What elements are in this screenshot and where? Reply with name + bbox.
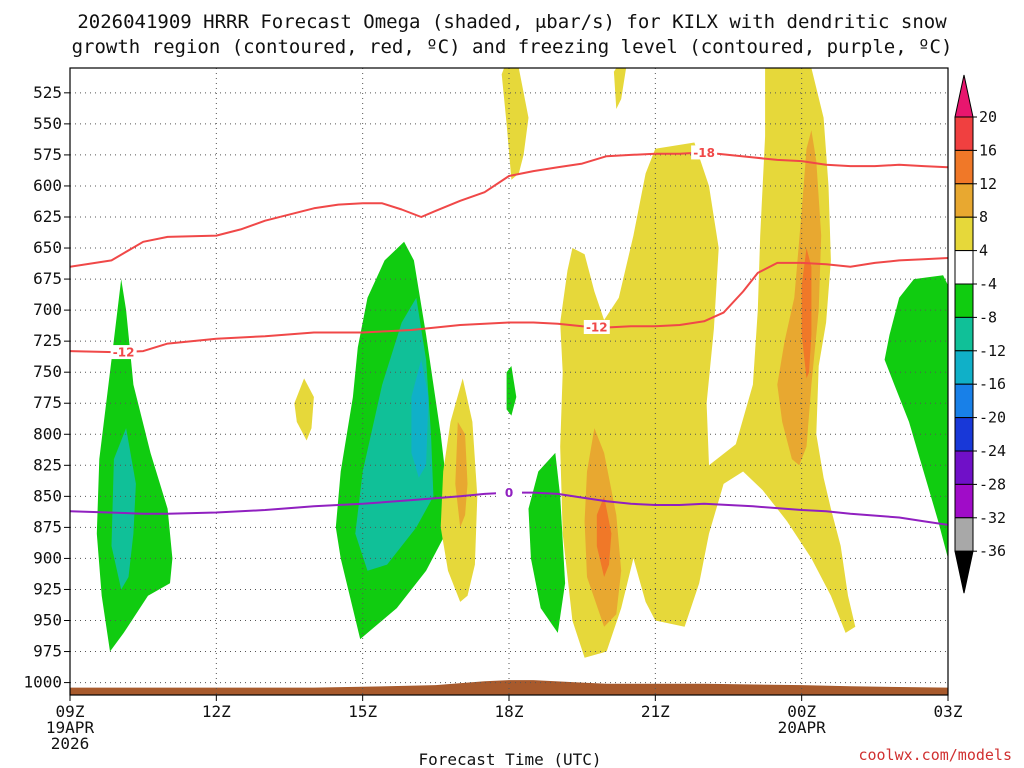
x-tick-label: 21Z <box>641 702 670 721</box>
y-tick-label: 875 <box>33 517 62 536</box>
freezing-level-label-bg <box>496 485 522 500</box>
x-tick-label: 20APR <box>778 718 827 737</box>
x-tick-label: 2026 <box>51 734 90 753</box>
colorbar-label: -4 <box>979 275 997 293</box>
omega-region-10 <box>294 378 314 441</box>
contour-label--18-bg <box>691 145 718 160</box>
dgz-contour--12 <box>70 257 948 354</box>
y-tick-label: 575 <box>33 145 62 164</box>
y-tick-label: 600 <box>33 176 62 195</box>
colorbar-label: -20 <box>979 409 1006 427</box>
freezing-level-label: 0 <box>505 486 513 500</box>
x-tick-label: 19APR <box>46 718 95 737</box>
colorbar-legend: 20 16 12 8 4 -4 -8 -12 -16 -20 -24 -28 -32 -36 <box>954 74 1006 594</box>
x-tick-label: 09Z <box>56 702 85 721</box>
contour-label--12-bg <box>110 345 137 360</box>
y-tick-label: 525 <box>33 83 62 102</box>
colorbar-label: -24 <box>979 442 1006 460</box>
colorbar-label: -28 <box>979 475 1006 493</box>
terrain-fill <box>70 680 948 695</box>
colorbar-label: 16 <box>979 141 997 159</box>
chart-title: 2026041909 HRRR Forecast Omega (shaded, … <box>72 11 953 58</box>
colorbar-label: -16 <box>979 375 1006 393</box>
omega-region-16 <box>777 130 822 466</box>
y-tick-label: 800 <box>33 424 62 443</box>
contour-label--18: -18 <box>693 146 715 160</box>
colorbar-swatch <box>954 316 974 352</box>
omega-region-7 <box>884 275 948 559</box>
omega-region-12 <box>560 68 856 658</box>
y-tick-label: 775 <box>33 393 62 412</box>
dgz-contour--18 <box>70 151 948 268</box>
contour-label--12: -12 <box>113 346 135 360</box>
y-tick-label: 675 <box>33 269 62 288</box>
colorbar-swatch <box>954 250 974 285</box>
colorbar-swatch <box>954 283 974 318</box>
x-axis-label: Forecast Time (UTC) <box>418 750 601 768</box>
omega-shading-layer <box>96 68 948 658</box>
omega-region-9 <box>613 68 627 109</box>
colorbar-label: 12 <box>979 175 997 193</box>
y-tick-label: 750 <box>33 362 62 381</box>
y-tick-label: 825 <box>33 455 62 474</box>
colorbar-swatch <box>954 450 974 485</box>
colorbar-top-arrow <box>954 74 974 118</box>
colorbar-swatch <box>954 149 974 185</box>
terrain-layer <box>70 680 948 695</box>
omega-region-4 <box>411 359 429 478</box>
colorbar-swatch <box>954 350 974 385</box>
y-tick-label: 650 <box>33 238 62 257</box>
y-tick-label: 850 <box>33 486 62 505</box>
colorbar-label: 8 <box>979 208 988 226</box>
title-line-2: growth region (contoured, red, ºC) and f… <box>72 36 953 58</box>
omega-region-13 <box>455 421 468 528</box>
omega-region-17 <box>801 248 812 379</box>
y-tick-label: 950 <box>33 611 62 630</box>
colorbar-swatch <box>954 116 974 151</box>
colorbar-bottom-arrow <box>954 550 974 594</box>
contour-label--12-b: -12 <box>586 320 608 334</box>
y-axis: 525 550 575 600 625 650 675 700 725 750 775 800 825 8… <box>23 83 70 692</box>
colorbar-label: -36 <box>979 542 1006 560</box>
x-tick-label: 00Z <box>787 702 816 721</box>
y-tick-label: 900 <box>33 548 62 567</box>
x-tick-label: 18Z <box>495 702 524 721</box>
colorbar-swatch <box>954 517 974 552</box>
colorbar-label: 4 <box>979 242 988 260</box>
x-tick-label: 12Z <box>202 702 231 721</box>
y-tick-label: 925 <box>33 579 62 598</box>
y-tick-label: 550 <box>33 114 62 133</box>
freezing-level-line <box>70 491 948 526</box>
y-tick-label: 1000 <box>23 673 62 692</box>
y-tick-label: 975 <box>33 642 62 661</box>
x-tick-label: 03Z <box>934 702 963 721</box>
colorbar-swatch <box>954 183 974 218</box>
x-tick-label: 15Z <box>348 702 377 721</box>
contour-lines-layer <box>70 151 948 526</box>
y-tick-label: 625 <box>33 207 62 226</box>
colorbar-swatch <box>954 417 974 452</box>
colorbar-label: 20 <box>979 108 997 126</box>
colorbar-swatch <box>954 383 974 419</box>
colorbar-swatch <box>954 216 974 252</box>
colorbar-swatch <box>954 483 974 519</box>
omega-region-1 <box>111 428 136 590</box>
colorbar-label: -32 <box>979 509 1006 527</box>
colorbar-label: -12 <box>979 342 1006 360</box>
colorbar-label: -8 <box>979 308 997 326</box>
y-tick-label: 725 <box>33 331 62 350</box>
omega-region-15 <box>596 496 612 577</box>
omega-region-6 <box>528 452 566 633</box>
contour-label--12-b-bg <box>583 319 610 334</box>
title-line-1: 2026041909 HRRR Forecast Omega (shaded, … <box>77 11 947 33</box>
contour-labels-layer: -18 -12 -12 0 <box>110 145 718 500</box>
y-tick-label: 700 <box>33 300 62 319</box>
credit-text: coolwx.com/models <box>858 746 1012 764</box>
